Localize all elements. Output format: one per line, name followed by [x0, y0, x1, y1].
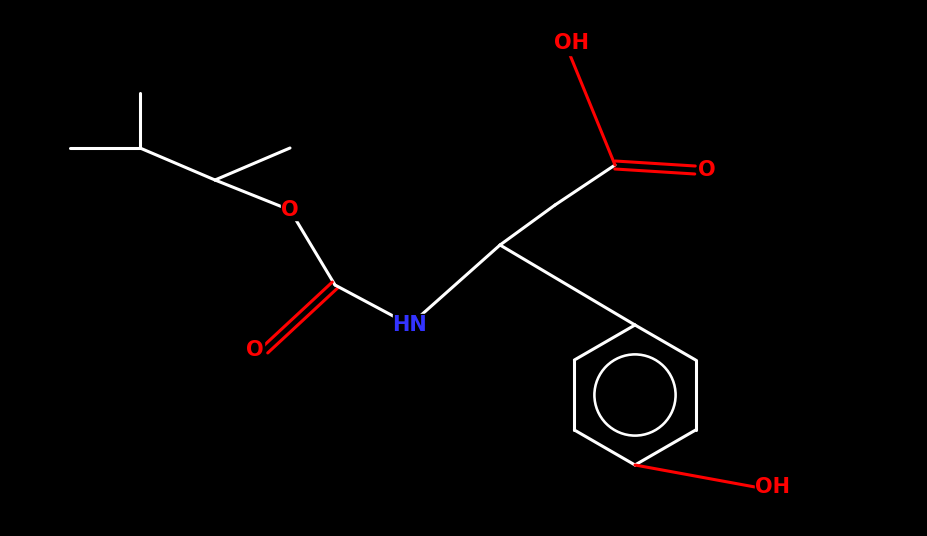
Text: O: O: [697, 160, 715, 180]
Text: O: O: [281, 200, 298, 220]
Text: O: O: [246, 340, 263, 360]
Text: OH: OH: [755, 477, 790, 497]
Text: OH: OH: [554, 33, 589, 53]
Bar: [755, 476, 790, 498]
Bar: [246, 340, 263, 360]
Text: HN: HN: [392, 315, 427, 335]
Bar: [553, 35, 590, 55]
Bar: [281, 200, 298, 220]
Bar: [697, 160, 716, 180]
Bar: [392, 314, 426, 336]
